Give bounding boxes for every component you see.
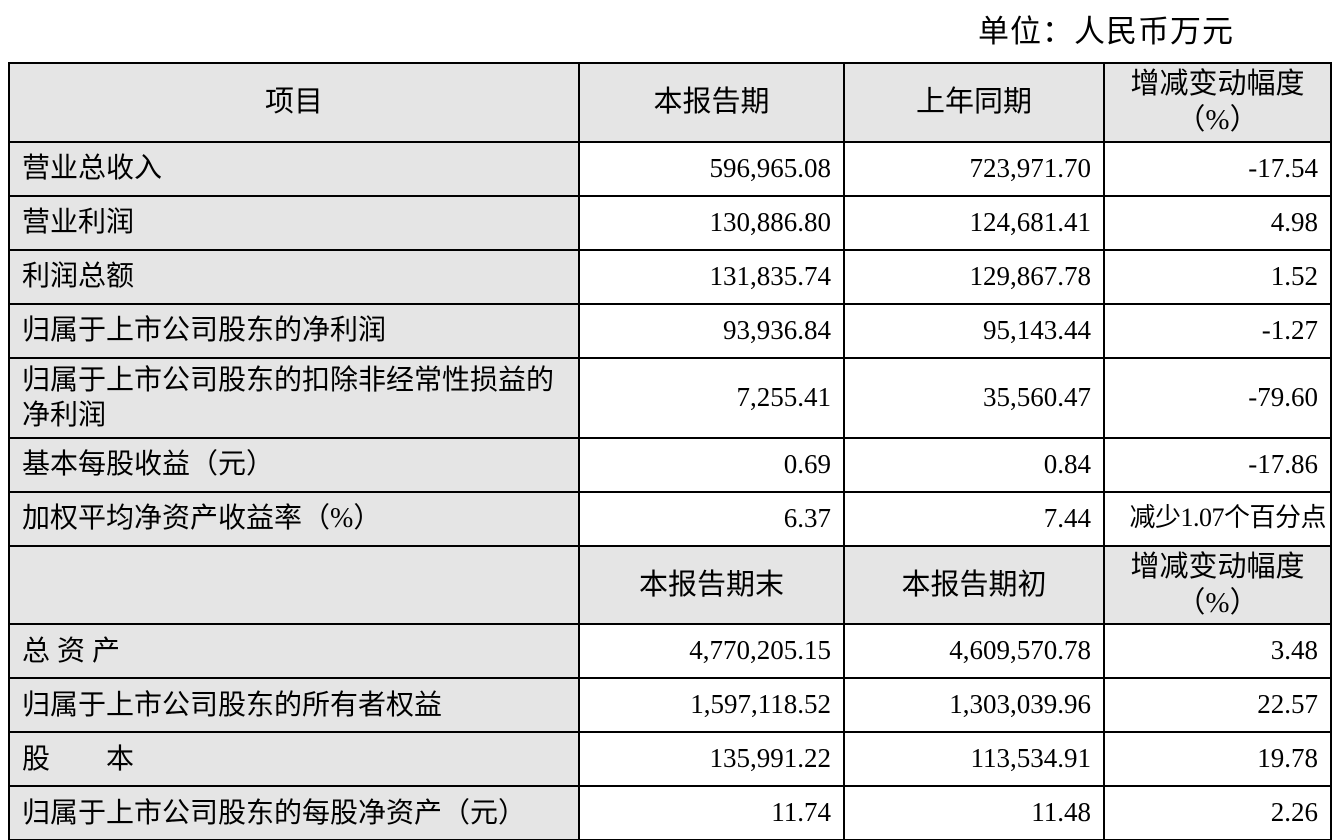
value-current: 130,886.80 <box>578 194 845 251</box>
value-prior: 35,560.47 <box>843 356 1105 439</box>
table-row: 营业总收入 596,965.08 723,971.70 -17.54 <box>8 140 1332 197</box>
value-prior: 95,143.44 <box>843 302 1105 359</box>
header-change-pct: 增减变动幅度（%） <box>1103 62 1332 143</box>
value-prior: 113,534.91 <box>843 731 1105 787</box>
table-row: 归属于上市公司股东的所有者权益 1,597,118.52 1,303,039.9… <box>8 677 1332 733</box>
row-label: 归属于上市公司股东的所有者权益 <box>8 677 580 733</box>
value-prior: 11.48 <box>843 785 1105 840</box>
header-current-period: 本报告期 <box>578 62 845 143</box>
value-prior: 0.84 <box>843 436 1105 493</box>
table-row: 归属于上市公司股东的每股净资产（元） 11.74 11.48 2.26 <box>8 785 1332 840</box>
financial-summary-table: 项目 本报告期 上年同期 增减变动幅度（%） 营业总收入 596,965.08 … <box>8 62 1332 840</box>
row-label: 总 资 产 <box>8 623 580 679</box>
row-label: 营业利润 <box>8 194 580 251</box>
table-row: 归属于上市公司股东的扣除非经常性损益的净利润 7,255.41 35,560.4… <box>8 356 1332 439</box>
row-label: 营业总收入 <box>8 140 580 197</box>
value-current: 135,991.22 <box>578 731 845 787</box>
table-row: 归属于上市公司股东的净利润 93,936.84 95,143.44 -1.27 <box>8 302 1332 359</box>
row-label: 股 本 <box>8 731 580 787</box>
value-change: 2.26 <box>1103 785 1332 840</box>
table-row: 总 资 产 4,770,205.15 4,609,570.78 3.48 <box>8 623 1332 679</box>
value-change: 减少1.07个百分点 <box>1103 490 1332 547</box>
value-current: 596,965.08 <box>578 140 845 197</box>
value-prior: 7.44 <box>843 490 1105 547</box>
unit-label: 单位：人民币万元 <box>978 14 1234 49</box>
table-row: 加权平均净资产收益率（%） 6.37 7.44 减少1.07个百分点 <box>8 490 1332 547</box>
value-current: 1,597,118.52 <box>578 677 845 733</box>
row-label: 基本每股收益（元） <box>8 436 580 493</box>
value-current: 0.69 <box>578 436 845 493</box>
header-prior-period: 上年同期 <box>843 62 1105 143</box>
header-change-pct: 增减变动幅度（%） <box>1103 544 1332 625</box>
header-item-empty <box>8 544 580 625</box>
row-label: 利润总额 <box>8 248 580 305</box>
value-prior: 124,681.41 <box>843 194 1105 251</box>
value-current: 6.37 <box>578 490 845 547</box>
value-prior: 1,303,039.96 <box>843 677 1105 733</box>
row-label: 归属于上市公司股东的扣除非经常性损益的净利润 <box>8 356 580 439</box>
header-period-start: 本报告期初 <box>843 544 1105 625</box>
value-current: 93,936.84 <box>578 302 845 359</box>
row-label: 归属于上市公司股东的净利润 <box>8 302 580 359</box>
value-change: -1.27 <box>1103 302 1332 359</box>
header-item: 项目 <box>8 62 580 143</box>
value-current: 131,835.74 <box>578 248 845 305</box>
header-period-end: 本报告期末 <box>578 544 845 625</box>
table-row: 基本每股收益（元） 0.69 0.84 -17.86 <box>8 436 1332 493</box>
value-prior: 723,971.70 <box>843 140 1105 197</box>
table-header-row-balance: 本报告期末 本报告期初 增减变动幅度（%） <box>8 544 1332 625</box>
table-row: 营业利润 130,886.80 124,681.41 4.98 <box>8 194 1332 251</box>
row-label: 加权平均净资产收益率（%） <box>8 490 580 547</box>
value-change: 4.98 <box>1103 194 1332 251</box>
value-current: 7,255.41 <box>578 356 845 439</box>
value-prior: 129,867.78 <box>843 248 1105 305</box>
value-current: 11.74 <box>578 785 845 840</box>
table-header-row-period: 项目 本报告期 上年同期 增减变动幅度（%） <box>8 62 1332 143</box>
value-change: -17.86 <box>1103 436 1332 493</box>
value-change: -79.60 <box>1103 356 1332 439</box>
table-row: 利润总额 131,835.74 129,867.78 1.52 <box>8 248 1332 305</box>
value-change: 3.48 <box>1103 623 1332 679</box>
value-current: 4,770,205.15 <box>578 623 845 679</box>
row-label: 归属于上市公司股东的每股净资产（元） <box>8 785 580 840</box>
value-change: 19.78 <box>1103 731 1332 787</box>
table-row: 股 本 135,991.22 113,534.91 19.78 <box>8 731 1332 787</box>
value-change: 1.52 <box>1103 248 1332 305</box>
value-change: -17.54 <box>1103 140 1332 197</box>
value-prior: 4,609,570.78 <box>843 623 1105 679</box>
value-change: 22.57 <box>1103 677 1332 733</box>
